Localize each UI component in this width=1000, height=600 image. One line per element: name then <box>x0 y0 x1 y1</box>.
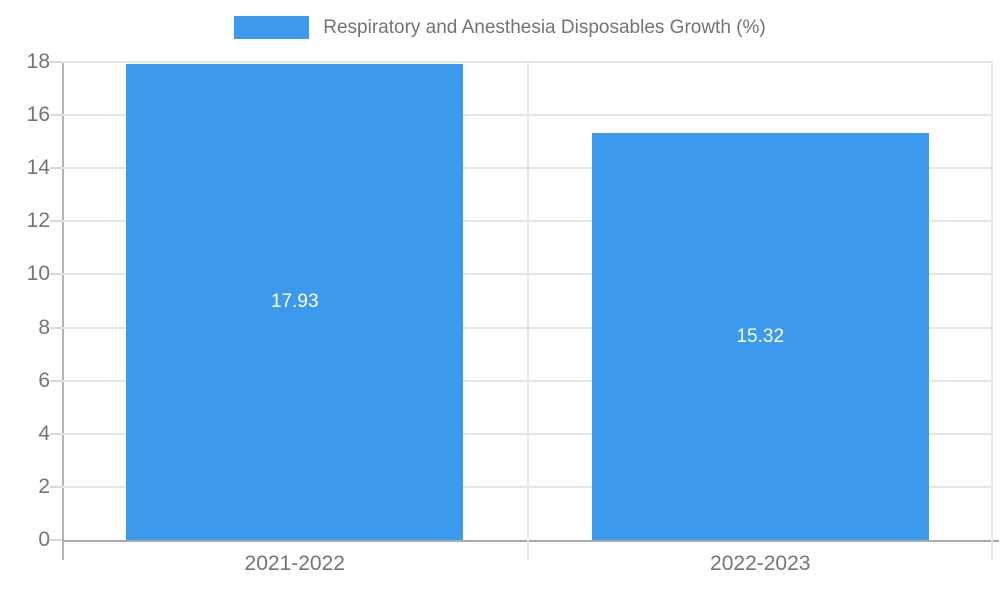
y-tick-label-12: 12 <box>26 209 50 233</box>
x-axis-labels: 2021-2022 2022-2023 <box>62 552 993 582</box>
plot-area: 17.93 15.32 <box>50 61 999 560</box>
bar-2021-2022[interactable]: 17.93 <box>126 63 464 540</box>
y-tick-14 <box>50 167 62 170</box>
y-tick-label-18: 18 <box>26 50 50 73</box>
y-tick-2 <box>50 485 62 488</box>
y-tick-label-16: 16 <box>26 103 50 127</box>
y-tick-12 <box>50 220 62 223</box>
y-tick-label-2: 2 <box>38 474 50 498</box>
bar-2022-2023[interactable]: 15.32 <box>591 133 929 540</box>
y-tick-6 <box>50 379 62 382</box>
x-axis-line <box>62 540 999 542</box>
y-tick-8 <box>50 326 62 329</box>
y-tick-0 <box>50 539 62 541</box>
y-tick-10 <box>50 273 62 276</box>
y-tick-4 <box>50 432 62 435</box>
y-tick-label-10: 10 <box>26 262 50 286</box>
x-tick-label-2021-2022: 2021-2022 <box>244 552 345 575</box>
y-tick-label-0: 0 <box>38 528 50 551</box>
y-axis-labels: 0 2 4 6 8 10 12 14 16 18 <box>0 50 54 551</box>
gridline-x-2 <box>991 62 993 560</box>
y-tick-18 <box>50 61 62 63</box>
legend-swatch <box>234 16 310 39</box>
y-axis-line <box>62 62 64 560</box>
y-tick-label-4: 4 <box>38 421 50 445</box>
y-tick-16 <box>50 114 62 117</box>
y-tick-label-6: 6 <box>38 368 50 392</box>
bar-value-label: 15.32 <box>736 325 785 347</box>
y-tick-label-14: 14 <box>26 156 50 180</box>
gridline-x-1 <box>526 62 529 560</box>
legend-label: Respiratory and Anesthesia Disposables G… <box>323 16 766 38</box>
legend[interactable]: Respiratory and Anesthesia Disposables G… <box>0 16 1000 39</box>
bar-value-label: 17.93 <box>270 290 319 312</box>
x-tick-label-2022-2023: 2022-2023 <box>710 552 811 575</box>
y-tick-label-8: 8 <box>38 315 50 339</box>
